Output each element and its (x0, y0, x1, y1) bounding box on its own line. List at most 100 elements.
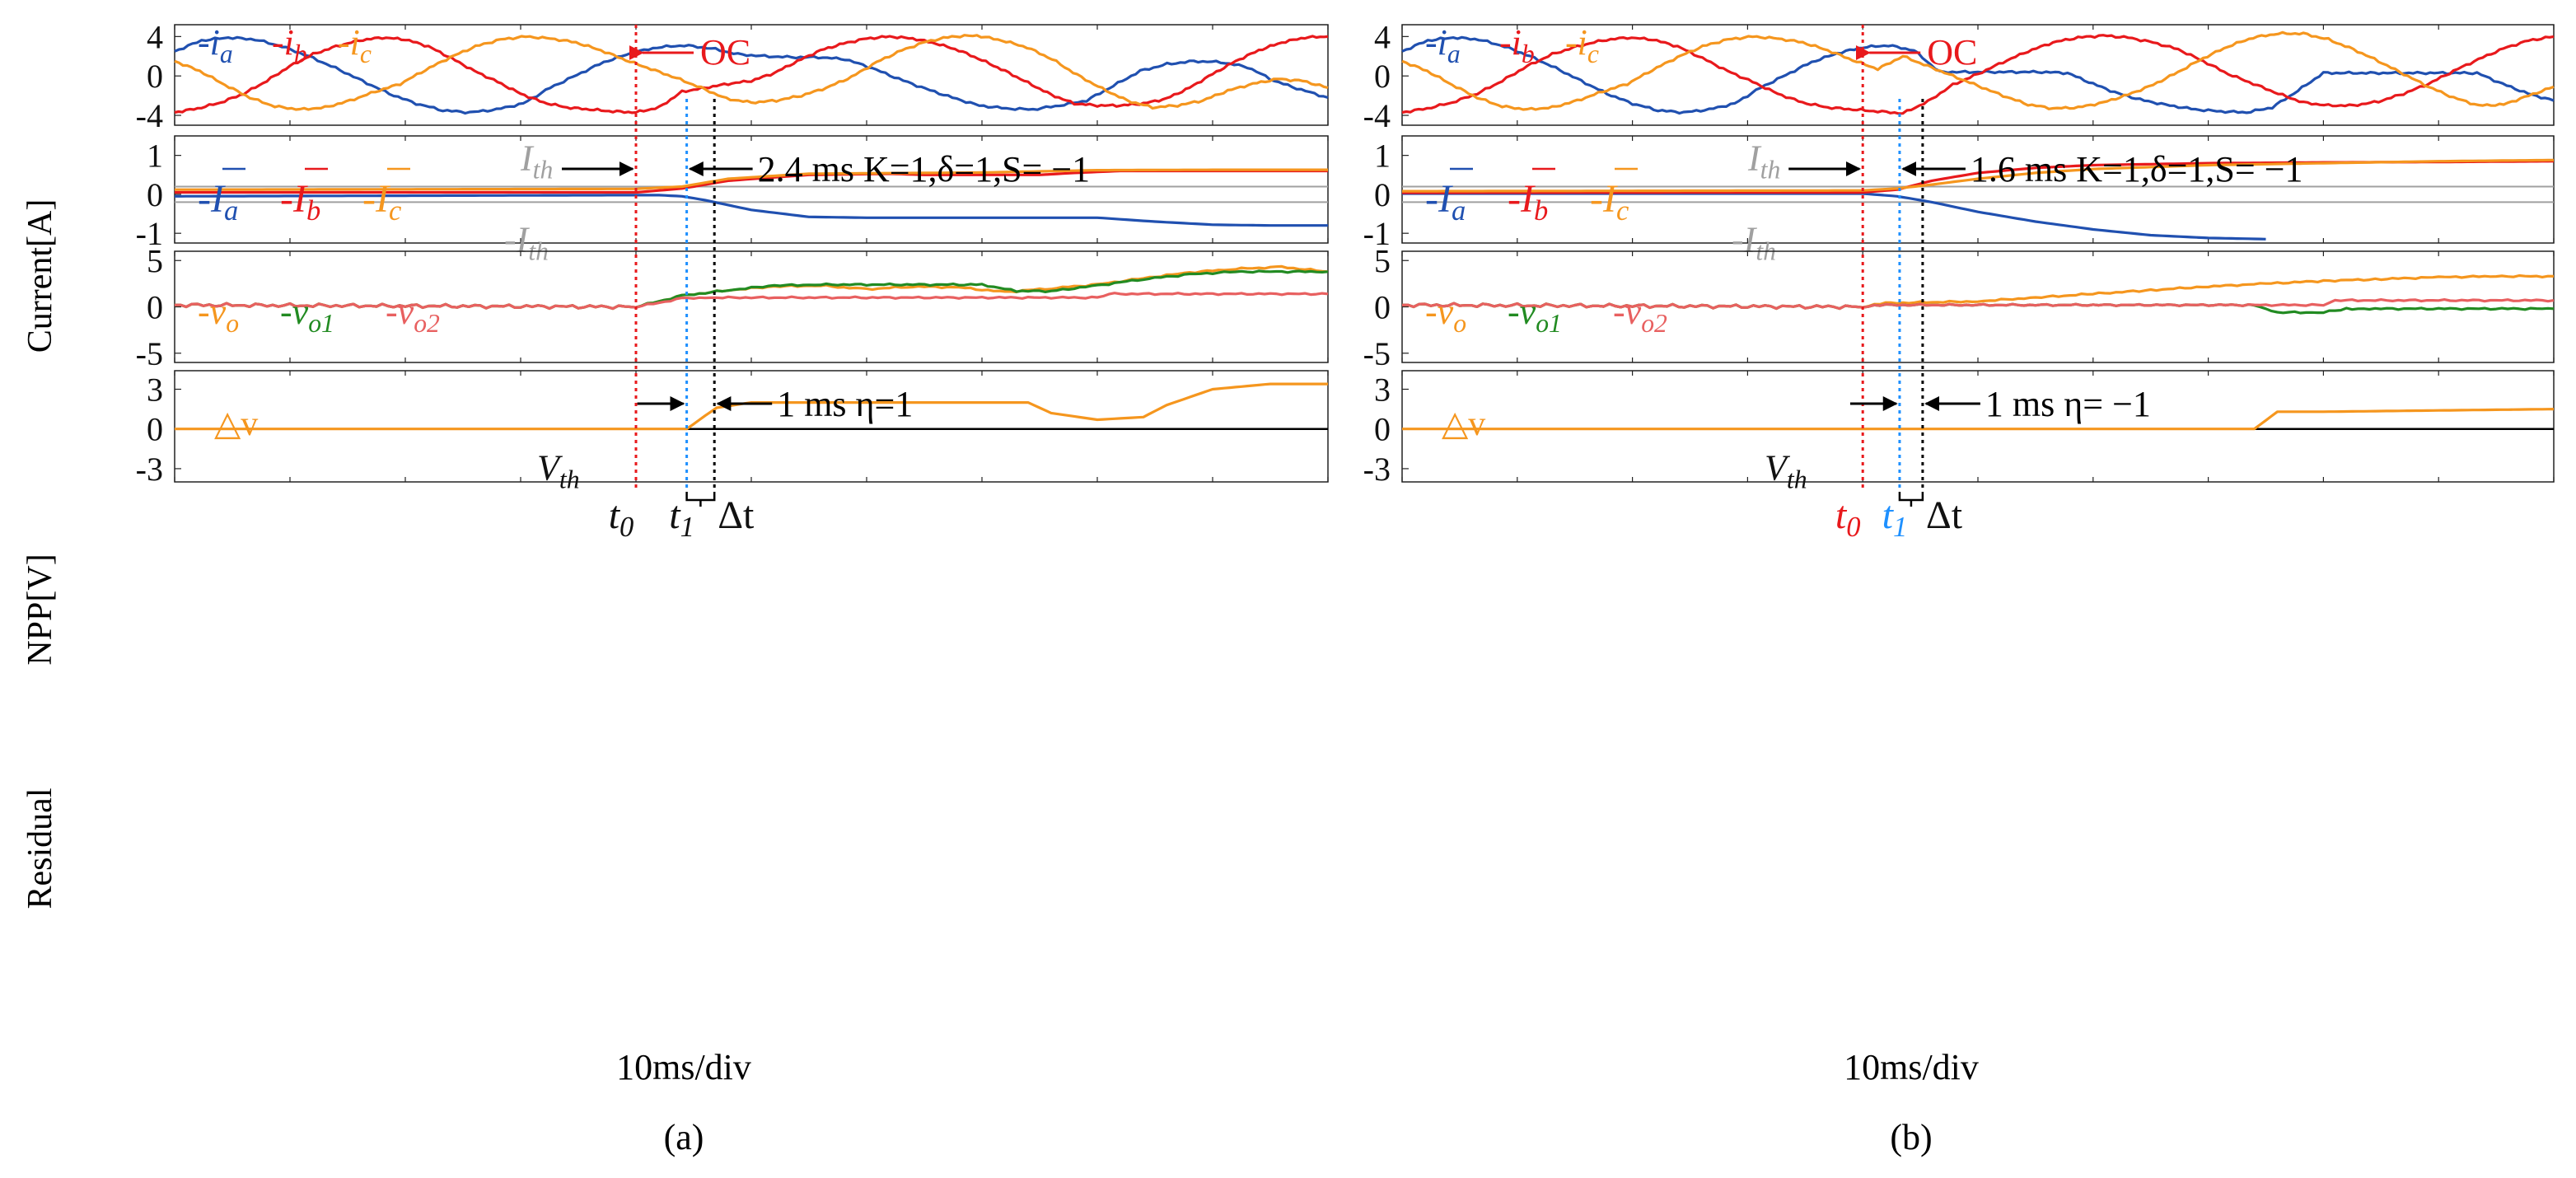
y-tick-label: -5 (1363, 335, 1391, 372)
y-tick-label: -4 (1363, 97, 1391, 134)
legend-Ic: -Ic (1590, 177, 1629, 227)
subplot-frame (1401, 370, 2555, 483)
subplot-average-currents: 10-1 -Ia -Ib -Ic Ith -Ith (1363, 135, 2555, 265)
series-v_o2 (174, 292, 1329, 311)
legend-Ib: -Ib (1508, 177, 1548, 227)
legend-vo1: -vo1 (1508, 292, 1562, 338)
subplot-frame (174, 250, 1329, 363)
y-tick-label: 3 (1374, 372, 1391, 409)
subplot-average-currents: 10-1 -Ia -Ib -Ic Ith -Ith (136, 135, 1329, 265)
y-tick-label: 1 (1374, 138, 1391, 175)
legend: -ia -ib -ic (1425, 22, 1599, 68)
label-t1: t1 (1882, 493, 1908, 543)
dt-bracket (1898, 492, 1924, 507)
series-Ī_c (1402, 158, 2555, 193)
y-tick-label: 0 (1374, 176, 1391, 213)
legend-Ia: -Ia (198, 177, 238, 227)
legend-ib: -ib (1499, 22, 1535, 68)
y-tick-label: -1 (136, 215, 163, 252)
legend: -Ia -Ib -Ic (198, 167, 410, 227)
subplot-residual: 30-3 △v Vth (1363, 370, 2555, 494)
series-Ī_a (175, 194, 1328, 227)
y-tick-label: -1 (1363, 215, 1391, 252)
threshold-label-pos: Ith (1747, 138, 1780, 184)
y-tick-label: -3 (1363, 451, 1391, 488)
y-tick-label: 3 (147, 372, 163, 409)
subplot-phase-currents: 40-4 -ia -ib -ic (1363, 18, 2555, 134)
legend: △v (1442, 405, 1485, 443)
series-i_c (174, 34, 1329, 111)
legend-Ia: -Ia (1425, 177, 1466, 227)
y-tick-label: -4 (136, 97, 163, 134)
threshold-label-neg: -Ith (504, 219, 549, 265)
y-tick-label: 4 (147, 18, 163, 55)
series-i_a (1401, 35, 2555, 115)
series-i_b (174, 35, 1329, 115)
time-markers: OC 2.4 ms K=1,δ=1,S= −1 1 ms η=1 t0 t1 Δt (562, 25, 1090, 543)
subplot-phase-currents: 40-4 -ia -ib -ic (136, 18, 1329, 134)
y-tick-label: 0 (147, 176, 163, 213)
oc-label: OC (1927, 32, 1977, 72)
legend-dv: △v (1442, 405, 1485, 443)
subplot-npp-voltages: 5 0 -5 -vo -vo1 -vo2 (1363, 242, 2555, 372)
threshold-label-neg: -Ith (1732, 219, 1776, 265)
y-tick-label: -3 (136, 451, 163, 488)
series-i_c (1401, 30, 2555, 111)
time-scale-label-a: 10ms/div (616, 1047, 751, 1087)
y-tick-label: 0 (1374, 411, 1391, 448)
label-dt: Δt (1926, 493, 1963, 537)
label-t0: t0 (609, 493, 634, 543)
y-tick-label: 1 (147, 138, 163, 175)
legend-vo2: -vo2 (386, 292, 440, 338)
series-i_b (1401, 34, 2555, 115)
label-dt: Δt (718, 493, 755, 537)
threshold-label-vth: Vth (537, 448, 580, 494)
row-label-residual: Residual (21, 788, 59, 909)
y-tick-label: 4 (1374, 18, 1391, 55)
caption-a: (a) (664, 1117, 704, 1157)
legend-ia: -ia (198, 22, 233, 68)
subplot-residual: 30-3 △v Vth (136, 370, 1329, 494)
legend-vo1: -vo1 (280, 292, 334, 338)
interval-annotation: 2.4 ms K=1,δ=1,S= −1 (758, 149, 1091, 189)
oc-label: OC (700, 32, 750, 72)
series-v_o2 (1401, 298, 2555, 311)
legend-vo2: -vo2 (1613, 292, 1667, 338)
detect-annotation: 1 ms η= −1 (1985, 384, 2151, 424)
legend: △v (214, 405, 258, 443)
y-tick-label: 0 (147, 58, 163, 95)
y-tick-label: 0 (147, 289, 163, 326)
time-markers: OC 1.6 ms K=1,δ=1,S= −1 1 ms η= −1 t0 t1 Δt (1788, 25, 2303, 543)
subplot-npp-voltages: 5 0 -5 -vo -vo1 -vo2 (136, 242, 1329, 372)
series-i_a (174, 35, 1329, 115)
label-t1: t1 (669, 493, 694, 543)
y-tick-label: 5 (1374, 242, 1391, 279)
detect-annotation: 1 ms η=1 (777, 384, 913, 424)
dt-bracket (685, 492, 716, 507)
row-labels: Current[A] NPP[V] Residual (21, 199, 59, 909)
subplot-frame (1401, 250, 2555, 363)
legend-vo: -vo (198, 292, 239, 338)
y-tick-label: 0 (147, 411, 163, 448)
subplot-frame (174, 370, 1329, 483)
series-Ī_c (175, 168, 1328, 191)
interval-annotation: 1.6 ms K=1,δ=1,S= −1 (1971, 149, 2303, 189)
row-label-npp: NPP[V] (21, 554, 59, 665)
legend-Ic: -Ic (362, 177, 401, 227)
legend-ib: -ib (272, 22, 307, 68)
legend-ic: -ic (338, 22, 372, 68)
y-tick-label: 0 (1374, 289, 1391, 326)
legend-Ib: -Ib (280, 177, 320, 227)
label-t0: t0 (1835, 493, 1861, 543)
legend: -Ia -Ib -Ic (1425, 167, 1638, 227)
legend-ia: -ia (1425, 22, 1461, 68)
y-tick-label: 5 (147, 242, 163, 279)
legend-ic: -ic (1565, 22, 1599, 68)
series-Δv (175, 382, 1328, 431)
legend-dv: △v (214, 405, 258, 443)
legend: -vo -vo1 -vo2 (1425, 292, 1667, 338)
series-v_o1 (174, 269, 1329, 311)
